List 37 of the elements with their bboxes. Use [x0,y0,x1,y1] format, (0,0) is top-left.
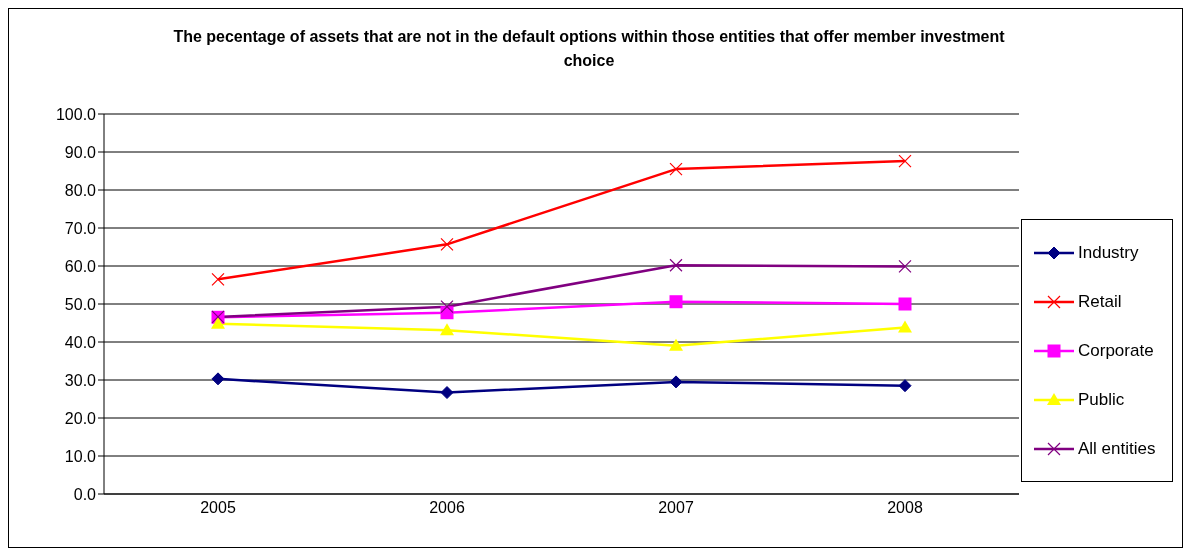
point [211,316,225,329]
point [898,320,912,333]
legend-label: Retail [1078,291,1122,312]
legend-label: Corporate [1078,340,1154,361]
point [440,300,454,314]
y-tick-label: 0.0 [73,485,97,503]
point [669,295,683,309]
y-tick-label: 80.0 [64,181,97,199]
legend-label: Industry [1078,242,1139,263]
legend-label: All entities [1078,438,1156,459]
x-tick-label: 2008 [887,499,923,517]
point [669,338,683,351]
y-tick-label: 90.0 [64,143,97,161]
y-tick-label: 10.0 [64,447,97,465]
point [669,162,683,176]
point [898,154,912,168]
point [440,323,454,336]
x-tick-label: 2006 [429,499,465,517]
y-tick-label: 70.0 [64,219,97,237]
point [669,375,683,389]
y-tick-label: 60.0 [64,257,97,275]
point [898,379,912,393]
point [211,372,225,386]
point [211,272,225,286]
y-tick-label: 30.0 [64,371,97,389]
chart-title: The pecentage of assets that are not in the default options within those entities that offer member investment choice [172,27,1006,71]
x-tick-label: 2007 [658,499,694,517]
legend-label: Public [1078,389,1125,410]
point [898,259,912,273]
point [440,386,454,400]
y-tick-label: 20.0 [64,409,97,427]
y-tick-label: 50.0 [64,295,97,313]
x-tick-label: 2005 [200,499,236,517]
y-tick-label: 40.0 [64,333,97,351]
point [669,258,683,272]
point [898,297,912,311]
y-tick-label: 100.0 [55,105,97,123]
